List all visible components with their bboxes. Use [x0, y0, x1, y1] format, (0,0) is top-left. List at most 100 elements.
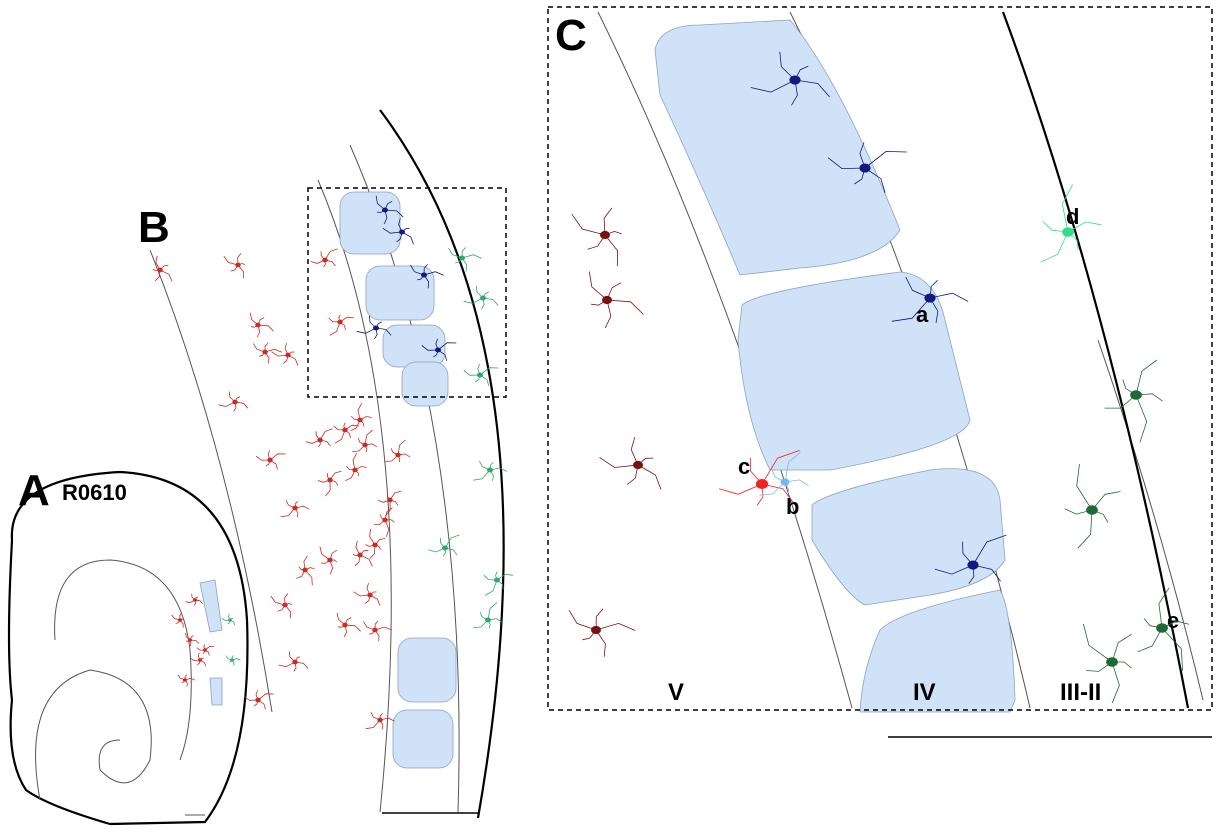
neuron-soma: [342, 623, 347, 628]
neuron-soma: [967, 560, 978, 569]
neuron-soma: [600, 231, 610, 239]
neuron-soma: [317, 438, 322, 443]
barrel: [812, 469, 1005, 605]
panel-c: C V IV III-II a b c d e: [548, 7, 1212, 737]
neuron-soma: [372, 543, 377, 548]
neuron-soma: [157, 268, 162, 273]
neuron-soma: [487, 467, 493, 472]
neuron-soma: [1130, 390, 1142, 400]
neuron-soma: [1062, 227, 1074, 237]
neuron-dendrites: [250, 313, 273, 337]
neuron-soma: [591, 626, 601, 634]
neuron-soma: [183, 678, 187, 682]
neuron-soma: [357, 553, 362, 558]
neuron-dendrites: [329, 315, 354, 336]
neuron-soma: [282, 603, 287, 608]
barrel: [860, 590, 1015, 712]
neuron-soma: [372, 628, 377, 633]
neuron-soma: [352, 468, 357, 473]
neuron-soma: [327, 478, 332, 483]
neuron-soma: [322, 258, 327, 263]
neuron-dendrites: [352, 430, 377, 452]
neuron-soma: [633, 461, 643, 469]
neuron-soma: [255, 698, 260, 703]
panel-label: A: [18, 466, 50, 515]
cell-label: e: [1167, 608, 1179, 633]
neuron-soma: [602, 296, 612, 304]
neuron-soma: [1106, 657, 1118, 667]
barrel: [402, 362, 448, 406]
neuron-soma: [342, 428, 347, 433]
neuron-soma: [362, 443, 367, 448]
neuron-dendrites: [449, 247, 482, 271]
neuron-soma: [292, 660, 297, 665]
layer-label: IV: [913, 679, 936, 706]
neuron-soma: [228, 618, 232, 621]
neuron-soma: [1156, 623, 1168, 633]
neuron-dendrites: [600, 437, 662, 489]
figure: A R0610 B C V IV III-II a b c d: [0, 0, 1216, 835]
neuron-soma: [1086, 505, 1098, 515]
neuron-dendrites: [351, 403, 372, 431]
neuron-dendrites: [484, 572, 513, 596]
barrel: [398, 638, 456, 702]
barrel: [738, 272, 970, 470]
neuron-soma: [367, 593, 372, 598]
neuron-soma: [421, 272, 427, 277]
neuron-dendrites: [354, 583, 380, 605]
neuron-soma: [485, 617, 491, 622]
neuron-dendrites: [572, 208, 622, 266]
neuron-dendrites: [337, 613, 360, 637]
brain-outline: [9, 472, 247, 824]
neuron-dendrites: [353, 541, 373, 567]
column: [200, 580, 222, 632]
panel-b: B: [138, 110, 506, 818]
neuron-soma: [382, 518, 387, 523]
specimen-id: R0610: [62, 480, 127, 505]
cell-label: d: [1066, 204, 1079, 229]
neuron-dendrites: [363, 621, 391, 642]
cell-label: b: [786, 494, 799, 519]
neuron-dendrites: [334, 423, 359, 444]
neuron-dendrites: [318, 471, 341, 496]
neuron-dendrites: [224, 253, 245, 278]
neuron-dendrites: [473, 603, 502, 629]
neuron-soma: [924, 293, 935, 302]
neuron-soma: [480, 295, 486, 300]
neuron-soma: [459, 255, 465, 260]
neuron-soma: [255, 323, 260, 328]
neuron-soma: [442, 545, 448, 550]
neuron-soma: [399, 229, 405, 234]
neuron-soma: [262, 350, 267, 355]
neuron-soma: [292, 506, 297, 511]
neuron-soma: [230, 658, 234, 661]
neuron-soma: [193, 598, 197, 602]
hippocampus-curve: [36, 670, 152, 800]
neuron-soma: [267, 458, 272, 463]
neuron-soma: [188, 638, 192, 642]
neuron-dendrites: [153, 256, 172, 282]
neuron-soma: [203, 648, 207, 652]
neuron-soma: [382, 207, 388, 212]
layer-label: V: [668, 679, 684, 706]
neuron-soma: [387, 498, 392, 503]
neuron-soma: [373, 325, 379, 330]
neuron-dendrites: [378, 491, 401, 516]
neuron-soma: [494, 577, 500, 582]
cell-label: c: [738, 454, 750, 479]
neuron-soma: [198, 658, 202, 662]
neuron-dendrites: [385, 440, 410, 462]
neuron-dendrites: [272, 343, 298, 365]
column: [210, 678, 222, 705]
barrel: [393, 710, 453, 768]
cortex-curve: [55, 560, 192, 760]
neuron-soma: [781, 478, 790, 485]
neuron-soma: [395, 453, 400, 458]
barrel: [655, 20, 900, 275]
panel-label: C: [555, 11, 587, 60]
neuron-soma: [357, 418, 362, 423]
neuron-dendrites: [589, 272, 643, 328]
neuron-soma: [178, 618, 182, 622]
neuron-soma: [477, 372, 483, 377]
neuron-soma: [235, 263, 240, 268]
